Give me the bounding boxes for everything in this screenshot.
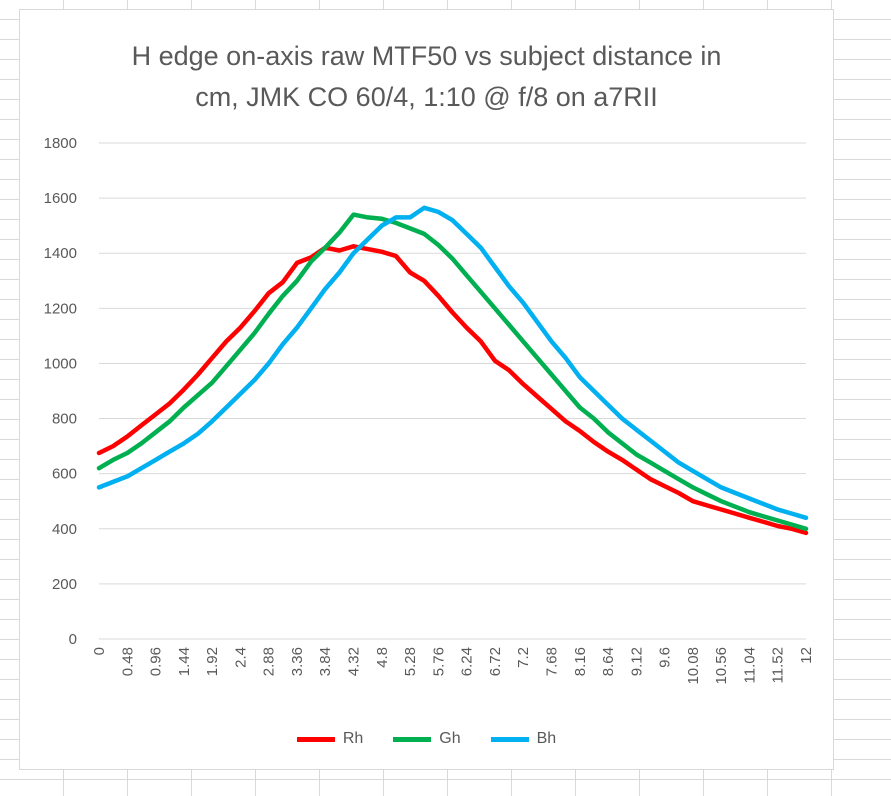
x-tick-label: 10.08 [685,647,702,685]
y-tick-label: 1200 [44,300,77,317]
x-tick-label: 2.4 [232,647,249,668]
series-line-gh [96,212,809,532]
x-tick-label: 4.32 [346,647,363,676]
y-tick-label: 600 [52,466,77,483]
x-tick-label: 1.92 [204,647,221,676]
x-tick-label: 2.88 [261,647,278,676]
x-tick-label: 7.68 [543,647,560,676]
y-tick-label: 0 [69,631,77,648]
chart-title-line-2: cm, JMK CO 60/4, 1:10 @ f/8 on a7RII [195,82,658,112]
series-line-rh [96,244,809,536]
legend-label-bh: Bh [536,730,557,747]
series-line-bh [96,205,809,521]
x-tick-label: 8.64 [600,647,617,676]
x-tick-label: 4.8 [374,647,391,668]
y-tick-label: 1800 [44,135,77,152]
x-tick-label: 5.28 [402,647,419,676]
x-tick-label: 6.24 [459,647,476,676]
legend-swatch-bh [490,736,529,742]
y-tick-label: 200 [52,576,77,593]
x-tick-label: 0.96 [148,647,165,676]
y-tick-label: 1400 [44,245,77,262]
x-tick-label: 0.48 [119,647,136,676]
y-tick-label: 1600 [44,190,77,207]
x-tick-label: 8.16 [572,647,589,676]
x-tick-label: 0 [91,647,108,655]
x-tick-label: 12 [798,647,815,664]
chart-title-line-1: H edge on-axis raw MTF50 vs subject dist… [131,41,722,71]
plot-area: 0 200 400 600 800 1000 1200 1400 1600 1800 0 0.48 0.… [44,135,815,685]
chart-area[interactable]: H edge on-axis raw MTF50 vs subject dist… [19,9,834,770]
legend-label-rh: Rh [342,730,364,747]
x-tick-label: 1.44 [176,647,193,676]
x-tick-label: 9.6 [657,647,674,668]
legend: Rh Gh Bh [20,730,833,748]
legend-swatch-rh [296,736,335,742]
legend-item-gh: Gh [393,730,461,748]
y-tick-label: 400 [52,521,77,538]
x-tick-label: 3.36 [289,647,306,676]
legend-swatch-gh [393,736,432,742]
x-tick-label: 9.12 [628,647,645,676]
legend-item-rh: Rh [296,730,364,748]
x-tick-label: 11.52 [770,647,787,683]
y-tick-label: 800 [52,411,77,428]
x-tick-label: 10.56 [713,647,730,685]
legend-item-bh: Bh [490,730,557,748]
chart-title: H edge on-axis raw MTF50 vs subject dist… [20,36,833,118]
legend-label-gh: Gh [439,730,461,747]
y-tick-label: 1000 [44,355,77,372]
x-tick-label: 5.76 [430,647,447,676]
x-tick-label: 3.84 [317,647,334,676]
x-tick-label: 6.72 [487,647,504,676]
x-tick-label: 7.2 [515,647,532,668]
x-tick-label: 11.04 [741,647,758,683]
